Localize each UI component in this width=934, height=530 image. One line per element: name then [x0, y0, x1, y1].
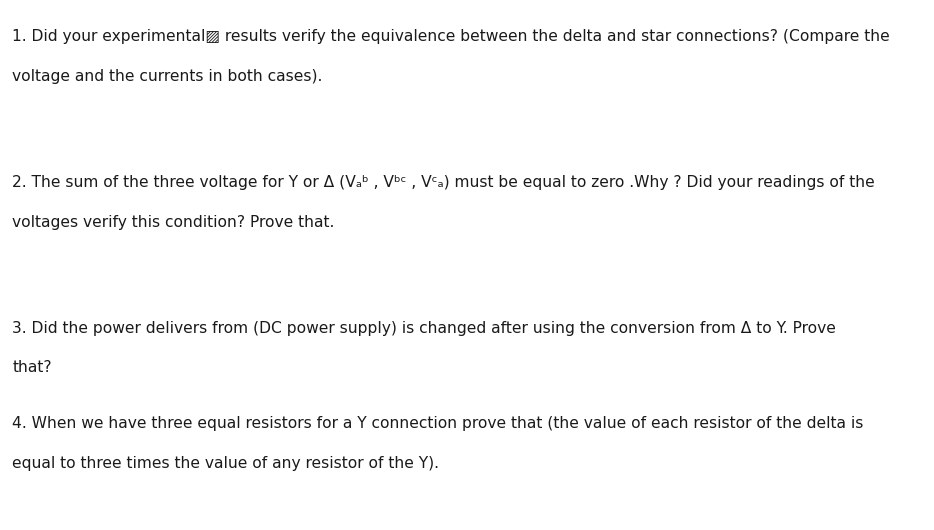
Text: 3. Did the power delivers from (DC power supply) is changed after using the conv: 3. Did the power delivers from (DC power… [12, 321, 836, 335]
Text: equal to three times the value of any resistor of the Y).: equal to three times the value of any re… [12, 456, 439, 471]
Text: voltages verify this condition? Prove that.: voltages verify this condition? Prove th… [12, 215, 334, 229]
Text: voltage and the currents in both cases).: voltage and the currents in both cases). [12, 69, 322, 84]
Text: 1. Did your experimental▨ results verify the equivalence between the delta and s: 1. Did your experimental▨ results verify… [12, 29, 890, 44]
Text: that?: that? [12, 360, 51, 375]
Text: 2. The sum of the three voltage for Y or Δ (Vₐᵇ , Vᵇᶜ , Vᶜₐ) must be equal to ze: 2. The sum of the three voltage for Y or… [12, 175, 875, 190]
Text: 4. When we have three equal resistors for a Y connection prove that (the value o: 4. When we have three equal resistors fo… [12, 416, 864, 431]
